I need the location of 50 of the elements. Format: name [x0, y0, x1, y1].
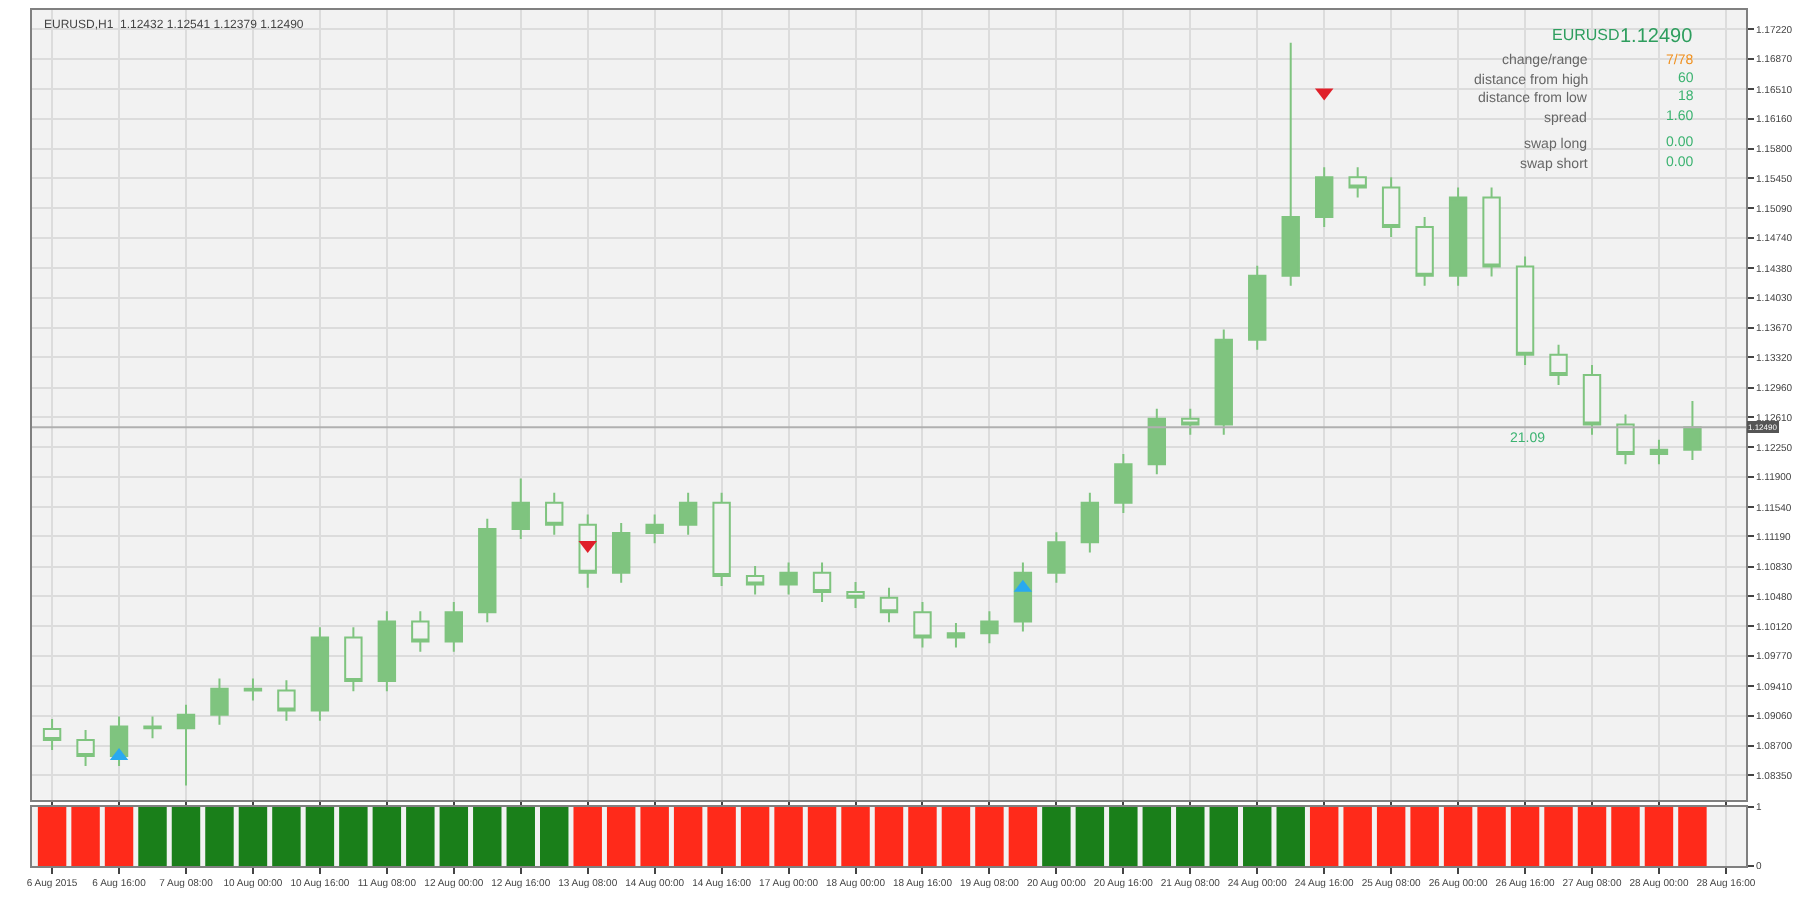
candlestick: [678, 491, 698, 536]
candlestick: [1080, 491, 1100, 554]
candlestick: [879, 586, 899, 624]
candlestick: [1214, 328, 1233, 436]
candlestick: [779, 561, 798, 596]
candlestick: [1315, 166, 1334, 228]
candlestick: [846, 580, 865, 609]
candlestick: [1348, 166, 1367, 199]
candlestick: [42, 717, 62, 752]
candlestick: [1248, 264, 1267, 351]
candlestick: [1047, 531, 1066, 584]
candlestick: [812, 561, 832, 604]
candlestick: [344, 626, 363, 693]
candlestick: [1381, 176, 1401, 239]
candlestick: [310, 626, 330, 722]
candlestick: [1281, 41, 1300, 287]
candlestick: [511, 477, 530, 540]
candlestick: [411, 610, 430, 653]
candlestick: [1181, 407, 1200, 436]
candlestick: [712, 491, 731, 588]
candlestick: [243, 677, 263, 702]
candlestick: [76, 728, 95, 768]
candlestick: [1582, 363, 1602, 436]
candlestick: [645, 513, 664, 545]
candlestick: [1683, 400, 1702, 461]
candlestick: [545, 491, 564, 536]
candlestick: [980, 610, 999, 645]
candlestick: [1649, 438, 1669, 466]
candlestick: [1616, 413, 1635, 466]
candlestick: [745, 564, 765, 596]
annotation: 1.12490: [1620, 26, 1694, 48]
candlestick: [1114, 453, 1133, 514]
annotation: EURUSD: [1552, 26, 1621, 44]
candlestick: [210, 677, 229, 726]
candlestick: [143, 715, 162, 740]
candlestick: [478, 517, 497, 624]
candlestick: [277, 679, 296, 722]
candlestick: [444, 601, 463, 653]
candlestick: [1147, 407, 1167, 476]
candlestick: [1515, 255, 1535, 366]
candlestick: [946, 622, 966, 649]
candlestick: [109, 715, 129, 768]
candlestick: [176, 703, 196, 787]
candlestick: [611, 522, 631, 584]
candlestick: [913, 601, 932, 649]
candlestick: [1482, 186, 1501, 278]
candlestick: [1549, 343, 1568, 387]
candlestick: [1448, 186, 1468, 287]
candlestick: [1415, 215, 1434, 287]
candlestick: [377, 610, 397, 693]
